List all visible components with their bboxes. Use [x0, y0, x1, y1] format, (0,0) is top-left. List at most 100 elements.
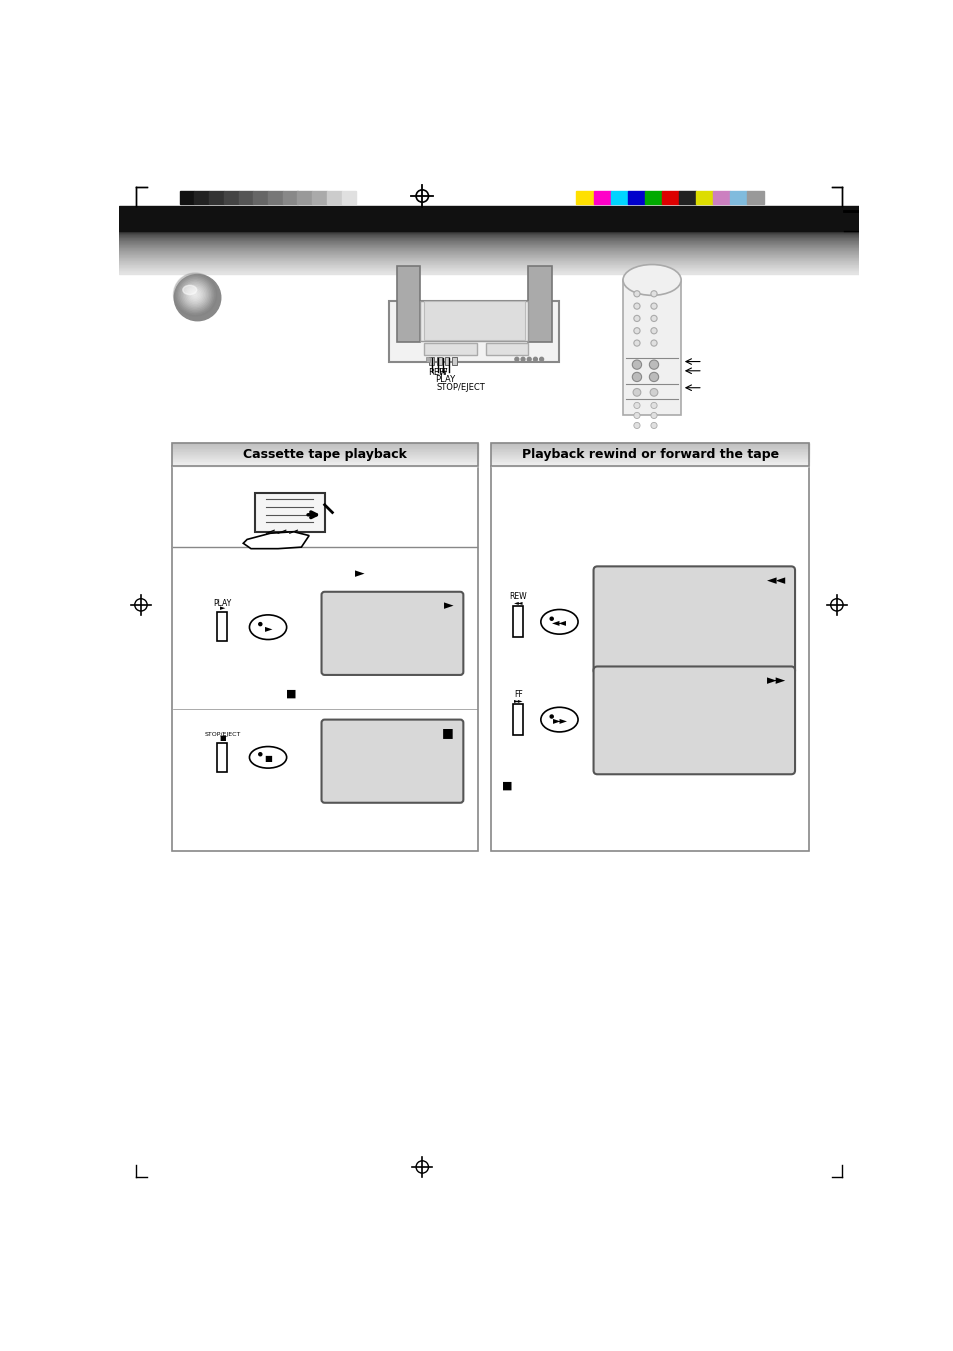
Circle shape	[650, 423, 657, 428]
Bar	[513, 704, 522, 735]
Circle shape	[184, 284, 206, 305]
Bar	[491, 443, 808, 466]
Circle shape	[174, 274, 215, 315]
Circle shape	[650, 412, 657, 419]
Bar	[216, 743, 227, 771]
Circle shape	[258, 623, 261, 626]
Circle shape	[650, 328, 657, 334]
Bar	[172, 466, 477, 851]
Bar	[746, 190, 763, 204]
Circle shape	[183, 282, 208, 307]
Bar	[695, 190, 712, 204]
Text: ►►: ►►	[552, 716, 567, 725]
Circle shape	[193, 293, 196, 296]
Text: PLAY: PLAY	[435, 376, 456, 384]
Circle shape	[539, 357, 543, 361]
Circle shape	[191, 290, 199, 299]
Circle shape	[633, 303, 639, 309]
Text: FF: FF	[437, 367, 447, 377]
Bar	[172, 443, 477, 466]
Circle shape	[633, 290, 639, 297]
Circle shape	[649, 359, 658, 369]
Circle shape	[650, 303, 657, 309]
Bar	[452, 357, 456, 365]
Bar	[282, 190, 297, 204]
Circle shape	[633, 340, 639, 346]
Ellipse shape	[249, 615, 286, 639]
Circle shape	[186, 285, 204, 304]
Text: ►►: ►►	[513, 698, 522, 703]
FancyBboxPatch shape	[593, 566, 794, 674]
Circle shape	[633, 328, 639, 334]
Circle shape	[633, 423, 639, 428]
Ellipse shape	[622, 265, 680, 296]
Circle shape	[179, 280, 211, 309]
Bar	[429, 357, 434, 365]
Circle shape	[258, 753, 261, 755]
Bar	[661, 190, 679, 204]
Bar	[254, 493, 324, 532]
Ellipse shape	[183, 285, 196, 295]
Circle shape	[192, 292, 198, 297]
Text: ◄◄: ◄◄	[513, 600, 522, 605]
Text: ■: ■	[286, 689, 296, 698]
Circle shape	[178, 277, 212, 312]
Bar	[297, 190, 312, 204]
Bar	[593, 190, 610, 204]
Text: ►: ►	[444, 598, 454, 612]
Bar	[312, 190, 327, 204]
Bar	[119, 205, 858, 231]
Bar	[485, 343, 528, 355]
Ellipse shape	[249, 747, 286, 769]
Text: ►: ►	[219, 605, 225, 611]
Ellipse shape	[540, 708, 578, 732]
Bar	[491, 466, 808, 851]
Circle shape	[550, 617, 553, 620]
Circle shape	[550, 715, 553, 719]
Bar	[610, 190, 627, 204]
Circle shape	[533, 357, 537, 361]
Circle shape	[527, 357, 531, 361]
Bar	[179, 190, 194, 204]
Circle shape	[650, 403, 657, 408]
Circle shape	[650, 340, 657, 346]
Text: STOP/EJECT: STOP/EJECT	[436, 384, 485, 392]
Circle shape	[633, 315, 639, 322]
Bar	[327, 190, 341, 204]
Text: STOP/EJECT: STOP/EJECT	[204, 732, 240, 736]
Bar	[627, 190, 644, 204]
Bar	[238, 190, 253, 204]
Circle shape	[650, 290, 657, 297]
Text: ■: ■	[264, 754, 272, 762]
Text: FF: FF	[514, 690, 522, 700]
Text: PLAY: PLAY	[213, 598, 232, 608]
Bar	[253, 190, 268, 204]
Circle shape	[176, 276, 213, 313]
Bar	[423, 343, 476, 355]
Text: ►: ►	[355, 567, 364, 581]
Text: ◄◄: ◄◄	[552, 617, 566, 628]
Polygon shape	[243, 532, 309, 549]
Circle shape	[649, 389, 658, 396]
FancyBboxPatch shape	[321, 592, 463, 676]
Ellipse shape	[540, 609, 578, 634]
Text: Playback rewind or forward the tape: Playback rewind or forward the tape	[521, 449, 778, 461]
Text: ■: ■	[219, 735, 226, 742]
Circle shape	[520, 357, 524, 361]
Text: REW: REW	[509, 593, 527, 601]
Text: ►►: ►►	[765, 674, 785, 688]
Text: ◄◄: ◄◄	[765, 574, 785, 588]
Circle shape	[173, 273, 216, 316]
Bar	[444, 357, 449, 365]
Bar	[419, 301, 528, 340]
Bar	[644, 190, 661, 204]
Bar	[679, 190, 695, 204]
Circle shape	[633, 412, 639, 419]
Circle shape	[650, 315, 657, 322]
Bar	[224, 190, 238, 204]
Bar	[268, 190, 282, 204]
Bar	[389, 301, 558, 362]
Text: ■: ■	[442, 727, 454, 739]
Circle shape	[649, 373, 658, 381]
Circle shape	[632, 359, 641, 369]
